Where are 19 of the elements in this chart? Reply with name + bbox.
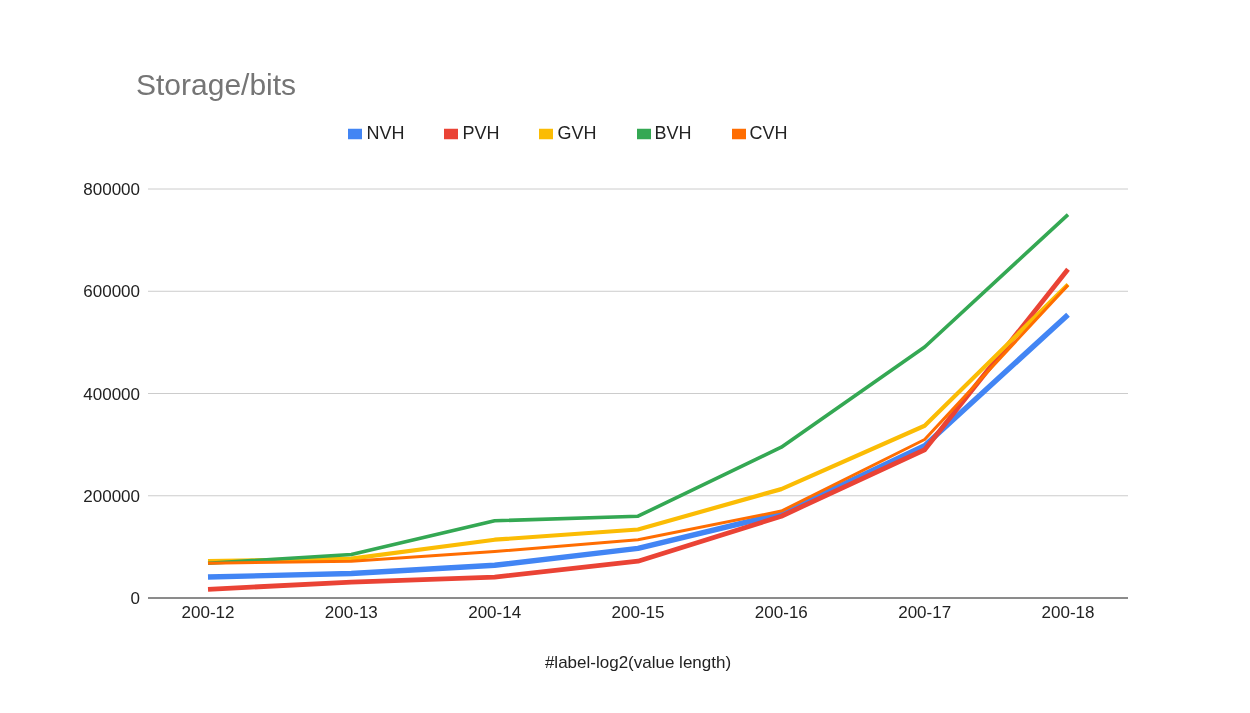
chart-title: Storage/bits [136,68,297,102]
y-tick-label: 800000 [83,180,140,200]
legend-label: NVH [366,123,405,143]
x-tick-label: 200-16 [754,603,808,623]
legend-label: PVH [462,123,500,143]
legend-label: CVH [749,123,788,143]
x-tick-label: 200-12 [181,603,235,623]
x-tick-label: 200-14 [468,603,522,623]
y-tick-label: 600000 [83,282,140,302]
x-tick-label: 200-15 [611,603,665,623]
x-tick-label: 200-18 [1041,603,1095,623]
x-axis-title: #label-log2(value length) [544,653,732,672]
legend-label: GVH [557,123,597,143]
y-tick-label: 200000 [83,486,140,506]
y-tick-label: 400000 [83,384,140,404]
y-tick-label: 0 [130,589,140,609]
legend-label: BVH [654,123,692,143]
x-tick-label: 200-13 [324,603,378,623]
x-tick-label: 200-17 [898,603,952,623]
